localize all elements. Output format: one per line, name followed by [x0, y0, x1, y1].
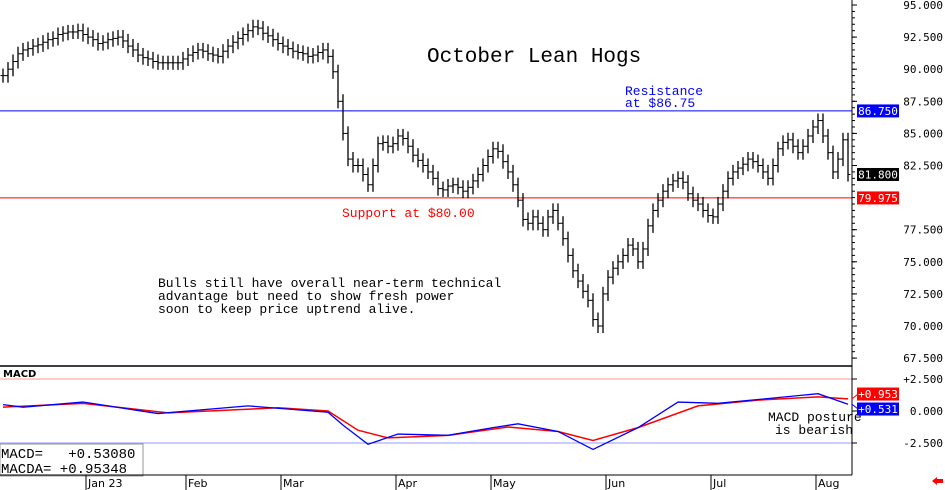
price-bars	[0, 19, 851, 334]
resistance-price-label: 86.750	[858, 105, 898, 118]
support-price-label: 79.975	[858, 192, 898, 205]
macd-readout-box	[0, 443, 144, 477]
macd-tick-label: -2.500	[903, 437, 943, 450]
price-tick-label: 70.000	[903, 320, 943, 333]
last-price-label: 81.800	[858, 168, 898, 181]
macd-value-label-bg	[857, 402, 899, 416]
price-tick-label: 92.500	[903, 31, 943, 44]
macd-annotation-1: MACD posture	[768, 410, 862, 425]
scroll-arrow-icon[interactable]	[932, 477, 943, 485]
macd-value-label: +0.531	[858, 403, 898, 416]
resistance-annotation-1: Resistance	[625, 84, 703, 99]
commentary-line-1: Bulls still have overall near-term techn…	[158, 276, 501, 291]
chart-title: October Lean Hogs	[427, 46, 641, 69]
x-tick-label: Feb	[188, 477, 207, 490]
x-tick-label: Jul	[712, 477, 726, 490]
price-tick-label: 72.500	[903, 288, 943, 301]
macda-value-label: +0.953	[858, 388, 898, 401]
x-tick-label: Mar	[283, 477, 304, 490]
price-tick-label: 87.500	[903, 95, 943, 108]
macda-value-label-bg	[857, 387, 899, 401]
macda-readout: MACDA= +0.95348	[1, 462, 127, 478]
macd-panel	[0, 378, 852, 451]
last-price-label-bg	[857, 167, 899, 181]
price-tick-label: 95.000	[903, 0, 943, 12]
macd-tick-label: +2.500	[903, 373, 943, 386]
price-tick-label: 82.500	[903, 160, 943, 173]
x-tick-label: Aug	[818, 477, 839, 490]
macd-line	[2, 393, 849, 451]
x-tick-label: Apr	[398, 477, 418, 490]
commentary-line-2: advantage but need to show fresh power	[158, 289, 454, 304]
macd-readout: MACD= +0.53080	[1, 447, 135, 463]
macd-annotation-2: is bearish	[775, 423, 853, 438]
x-tick-label: Jan 23	[87, 477, 122, 490]
x-tick-label: Jun	[607, 477, 625, 490]
price-tick-label: 75.000	[903, 256, 943, 269]
resistance-annotation-2: at $86.75	[625, 96, 695, 111]
resistance-price-label-bg	[857, 104, 899, 118]
support-price-label-bg	[857, 191, 899, 205]
x-tick-label: May	[493, 477, 516, 490]
price-tick-label: 67.500	[903, 352, 943, 365]
price-tick-label: 77.500	[903, 224, 943, 237]
price-tick-label: 90.000	[903, 63, 943, 76]
price-tick-label: 85.000	[903, 127, 943, 140]
macd-tick-label: 0.000	[910, 405, 943, 418]
commentary-line-3: soon to keep price uptrend alive.	[158, 302, 415, 317]
macd-label: MACD	[3, 369, 36, 380]
support-annotation: Support at $80.00	[342, 206, 475, 221]
